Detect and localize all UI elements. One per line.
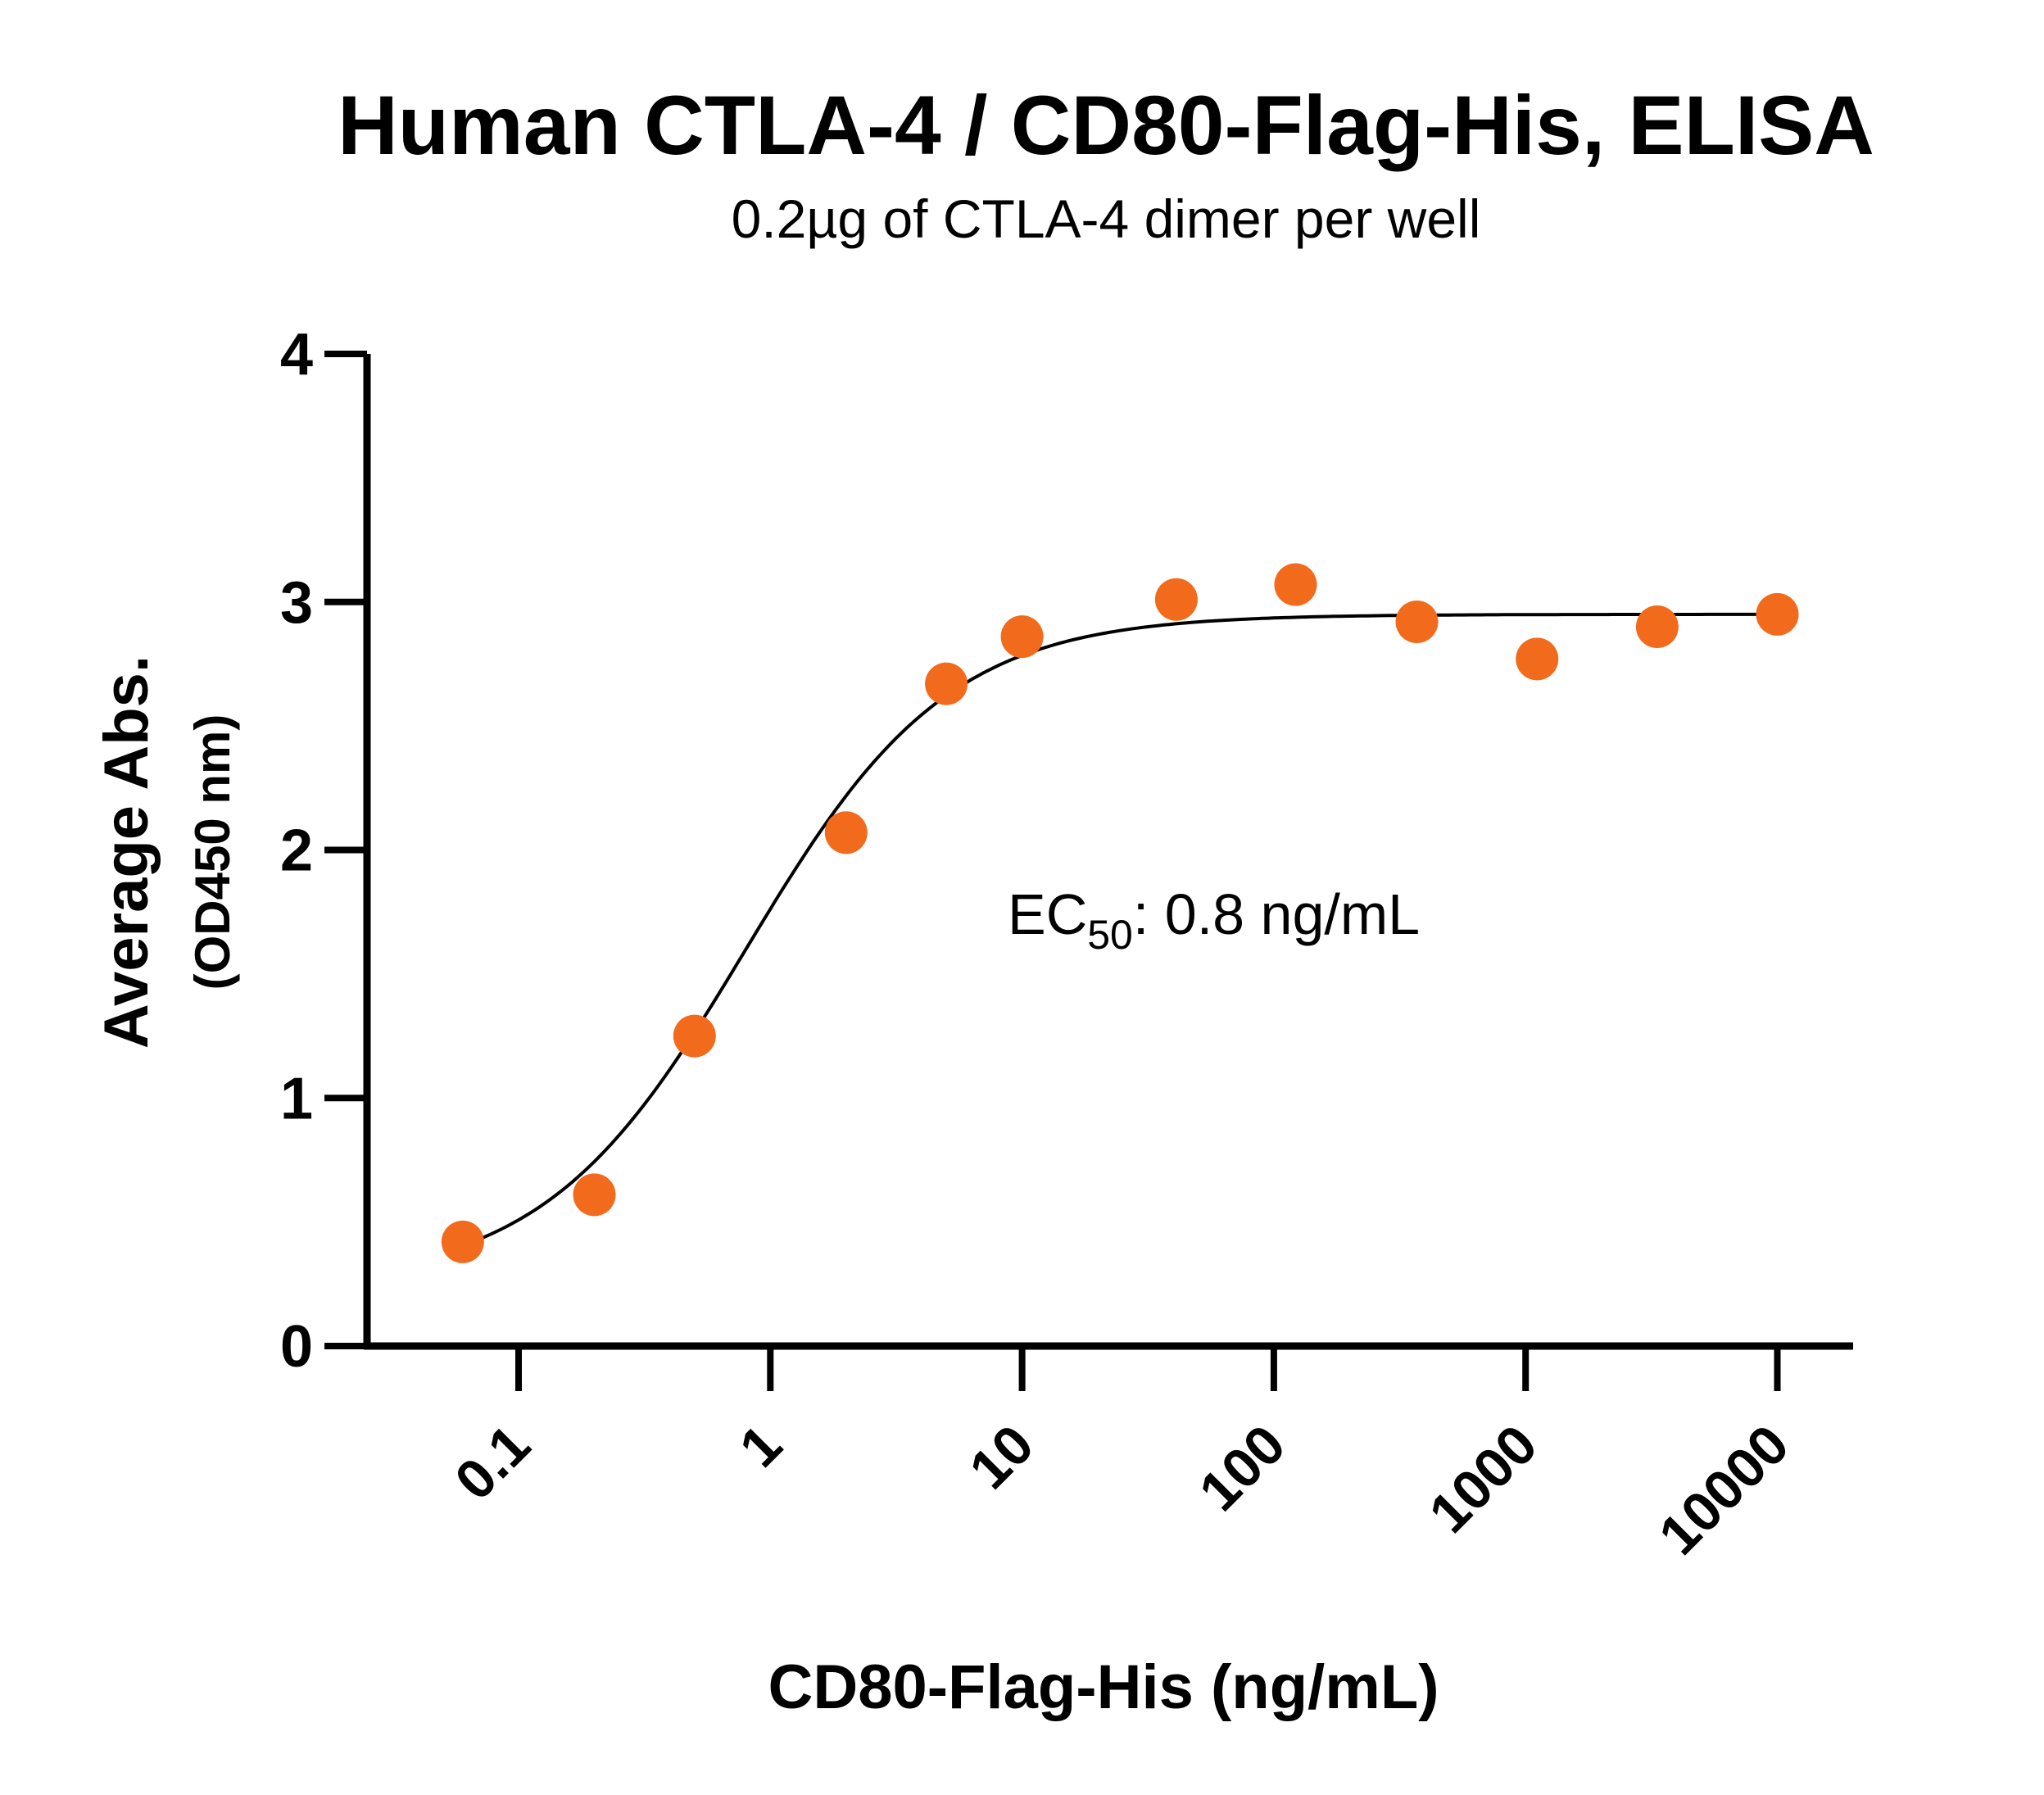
data-point-9	[1516, 637, 1559, 681]
y-tick-label-1: 1	[280, 1066, 313, 1131]
data-point-2	[673, 1014, 716, 1058]
chart-title: Human CTLA-4 / CD80-Flag-His, ELISA	[338, 79, 1874, 172]
x-ticks: 0.1 1 10 100 1000 10000	[443, 1346, 1801, 1566]
y-axis-title-unit: (OD450 nm)	[185, 714, 240, 990]
ec50-suffix: : 0.8 ng/mL	[1133, 882, 1420, 946]
x-tick-label-4: 1000	[1417, 1413, 1549, 1545]
ec50-annotation: EC50: 0.8 ng/mL	[1008, 882, 1420, 958]
x-axis-title: CD80-Flag-His (ng/mL)	[768, 1652, 1439, 1722]
data-point-3	[824, 811, 868, 854]
y-tick-label-2: 2	[280, 818, 313, 884]
data-point-11	[1756, 592, 1799, 636]
ec50-subscript: 50	[1087, 912, 1133, 958]
data-point-5	[1000, 615, 1044, 659]
data-points	[441, 563, 1799, 1263]
x-tick-label-1: 1	[727, 1413, 793, 1479]
x-tick-label-3: 100	[1188, 1413, 1298, 1523]
y-tick-label-0: 0	[280, 1314, 313, 1380]
y-axis-title-main: Average Abs.	[92, 655, 161, 1049]
x-tick-label-5: 10000	[1647, 1413, 1801, 1566]
data-point-6	[1154, 578, 1198, 621]
x-tick-label-0: 0.1	[443, 1413, 542, 1512]
x-tick-label-2: 10	[958, 1413, 1045, 1501]
data-point-1	[573, 1173, 616, 1217]
y-tick-label-4: 4	[280, 322, 313, 388]
y-axis-title: Average Abs. (OD450 nm)	[92, 655, 240, 1049]
data-point-8	[1395, 600, 1439, 643]
data-point-7	[1274, 563, 1317, 606]
data-point-4	[925, 662, 968, 705]
y-ticks: 0 1 2 3 4	[280, 322, 367, 1380]
data-point-10	[1635, 605, 1679, 649]
chart-subtitle: 0.2µg of CTLA-4 dimer per well	[732, 188, 1481, 249]
y-tick-label-3: 3	[280, 570, 313, 636]
ec50-prefix: EC	[1008, 882, 1087, 946]
data-point-0	[441, 1220, 484, 1263]
